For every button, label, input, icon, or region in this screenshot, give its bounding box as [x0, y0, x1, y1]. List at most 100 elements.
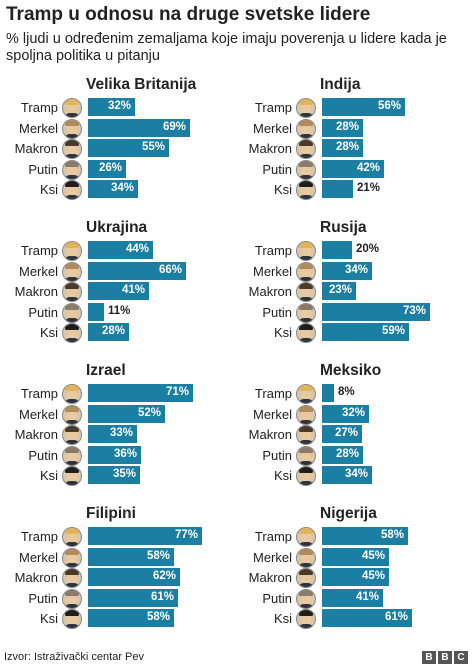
bar	[322, 180, 353, 198]
bar-row: Tramp 71%	[8, 384, 238, 404]
bar-row: Ksi 59%	[242, 323, 472, 343]
value-label: 32%	[107, 100, 131, 112]
bar	[88, 139, 169, 157]
leader-label: Makron	[14, 141, 58, 156]
macron-face-icon	[296, 139, 316, 159]
leader-label: Putin	[28, 161, 58, 177]
bar-row: Ksi 28%	[8, 323, 238, 343]
bar	[322, 527, 408, 545]
value-label: 35%	[112, 468, 136, 480]
country-panel: Meksiko Tramp 8% Merkel 32% Makron 27% Putin 28%…	[242, 362, 472, 492]
leader-label: Tramp	[254, 243, 292, 258]
bar-row: Makron 41%	[8, 282, 238, 302]
bar	[322, 588, 383, 607]
leader-label: Tramp	[20, 100, 58, 115]
leader-label: Putin	[262, 590, 292, 606]
bar-row: Putin 61%	[8, 588, 238, 609]
bar	[88, 609, 174, 627]
merkel-face-icon	[62, 404, 82, 425]
value-label: 77%	[174, 529, 198, 541]
macron-face-icon	[62, 425, 82, 445]
xi-face-icon	[296, 180, 316, 200]
value-label: 27%	[334, 427, 358, 439]
merkel-face-icon	[296, 547, 316, 568]
bar-row: Putin 42%	[242, 159, 472, 180]
macron-face-icon	[296, 425, 316, 445]
bar	[88, 323, 129, 341]
leader-label: Tramp	[20, 529, 58, 544]
bar	[88, 547, 174, 566]
bar-row: Ksi 34%	[8, 180, 238, 200]
bar	[88, 282, 149, 300]
macron-face-icon	[62, 568, 82, 588]
leader-label: Merkel	[18, 263, 58, 279]
leader-label: Putin	[28, 590, 58, 606]
bar-row: Putin 36%	[8, 445, 238, 466]
leader-label: Makron	[14, 570, 58, 585]
panel-title: Velika Britanija	[86, 76, 197, 93]
value-label: 61%	[150, 590, 174, 603]
merkel-face-icon	[296, 404, 316, 425]
merkel-face-icon	[62, 118, 82, 139]
bar	[322, 445, 363, 464]
bar	[88, 466, 140, 484]
leader-label: Merkel	[252, 549, 292, 565]
leader-label: Merkel	[18, 549, 58, 565]
value-label: 33%	[109, 427, 133, 439]
leader-label: Putin	[262, 447, 292, 463]
trump-face-icon	[296, 384, 316, 404]
value-label: 58%	[380, 529, 404, 541]
trump-face-icon	[296, 527, 316, 547]
panel-title: Nigerija	[320, 505, 377, 522]
value-label: 69%	[162, 120, 186, 133]
source-note: Izvor: Istraživački centar Pev	[4, 651, 144, 663]
bar-row: Merkel 45%	[242, 547, 472, 568]
bar-row: Putin 11%	[8, 302, 238, 323]
bar	[88, 98, 135, 116]
country-panel: Velika Britanija Tramp 32% Merkel 69% Makron 5…	[8, 76, 238, 206]
value-label: 34%	[344, 468, 368, 480]
bar-row: Tramp 8%	[242, 384, 472, 404]
bar	[88, 159, 126, 178]
value-label: 66%	[158, 263, 182, 276]
bar-row: Makron 23%	[242, 282, 472, 302]
leader-label: Putin	[28, 447, 58, 463]
bar	[322, 466, 372, 484]
value-label: 26%	[98, 161, 122, 174]
putin-face-icon	[296, 445, 316, 466]
bar-row: Tramp 32%	[8, 98, 238, 118]
bar-row: Merkel 34%	[242, 261, 472, 282]
value-label: 45%	[361, 570, 385, 582]
bar	[88, 588, 178, 607]
bbc-logo-letter: C	[454, 651, 468, 664]
bar-row: Makron 55%	[8, 139, 238, 159]
trump-face-icon	[62, 241, 82, 261]
leader-label: Makron	[14, 284, 58, 299]
panel-title: Meksiko	[320, 362, 382, 379]
panel-title: Izrael	[86, 362, 126, 379]
bar-row: Makron 27%	[242, 425, 472, 445]
xi-face-icon	[62, 323, 82, 343]
leader-label: Ksi	[273, 182, 292, 197]
value-label: 45%	[361, 549, 385, 562]
leader-label: Putin	[28, 304, 58, 320]
value-label: 21%	[357, 182, 381, 194]
value-label: 58%	[146, 549, 170, 562]
value-label: 32%	[341, 406, 365, 419]
value-label: 28%	[335, 120, 359, 133]
bar	[322, 159, 384, 178]
country-panel: Filipini Tramp 77% Merkel 58% Makron 62% Putin 6…	[8, 505, 238, 635]
xi-face-icon	[62, 609, 82, 629]
leader-label: Merkel	[252, 263, 292, 279]
leader-label: Makron	[248, 141, 292, 156]
leader-label: Ksi	[39, 611, 58, 626]
bar-row: Putin 26%	[8, 159, 238, 180]
bar-row: Tramp 77%	[8, 527, 238, 547]
value-label: 8%	[338, 386, 355, 398]
leader-label: Merkel	[252, 120, 292, 136]
bar	[88, 404, 165, 423]
panel-title: Indija	[320, 76, 361, 93]
chart-title: Tramp u odnosu na druge svetske lidere	[6, 4, 371, 25]
bar	[88, 261, 186, 280]
bar-row: Makron 45%	[242, 568, 472, 588]
